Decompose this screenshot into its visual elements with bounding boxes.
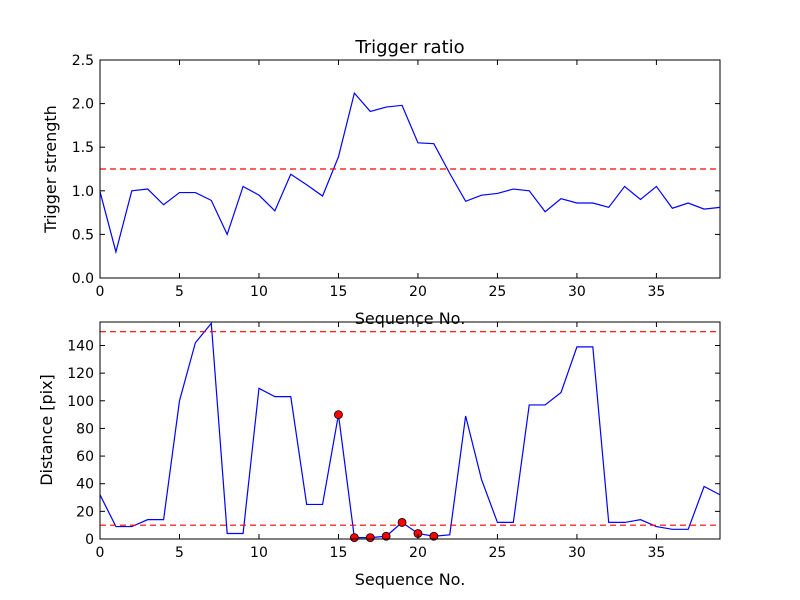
y-tick-label: 120 (67, 366, 94, 382)
y-axis-label: Trigger strength (41, 105, 60, 234)
x-tick-label: 25 (489, 545, 507, 561)
y-tick-label: 60 (76, 449, 94, 465)
distance-chart: 0 5 10 15 20 25 30 35 0 20 40 60 80 100 120 140 Sequen… (37, 321, 721, 589)
trigger-ratio-chart: Trigger ratio 0 5 10 15 20 25 30 35 0.0 0.5 1.0 1.… (41, 37, 721, 328)
x-tick-label: 15 (330, 284, 348, 300)
x-tick-label: 35 (647, 545, 665, 561)
x-tick-label: 5 (175, 545, 184, 561)
x-tick-label: 10 (250, 284, 268, 300)
data-point-marker (349, 533, 359, 543)
x-axis-ticks: 0 5 10 15 20 25 30 35 (96, 322, 665, 561)
y-tick-label: 100 (67, 394, 94, 410)
data-point-marker (429, 531, 439, 541)
x-axis-ticks: 0 5 10 15 20 25 30 35 (96, 60, 665, 300)
y-axis-ticks: 0.0 0.5 1.0 1.5 2.0 2.5 (72, 53, 720, 287)
x-tick-label: 30 (568, 284, 586, 300)
trigger-strength-series (100, 91, 720, 255)
data-point-marker (397, 518, 407, 527)
y-tick-label: 40 (76, 477, 94, 493)
y-tick-label: 1.0 (72, 184, 94, 200)
y-tick-label: 1.5 (72, 140, 94, 156)
data-point-marker (365, 533, 375, 543)
y-tick-label: 2.5 (72, 53, 94, 69)
x-tick-label: 10 (250, 545, 268, 561)
x-tick-label: 20 (409, 284, 427, 300)
chart-title: Trigger ratio (354, 37, 464, 58)
y-tick-label: 80 (76, 421, 94, 437)
y-tick-label: 2.0 (72, 97, 94, 113)
x-tick-label: 25 (489, 284, 507, 300)
data-point-marker (381, 531, 391, 541)
y-tick-label: 0 (85, 532, 94, 548)
x-tick-label: 0 (96, 284, 105, 300)
x-tick-label: 5 (175, 284, 184, 300)
plot-frame (99, 321, 721, 540)
y-axis-ticks: 0 20 40 60 80 100 120 140 (67, 338, 720, 548)
series-line (100, 322, 720, 539)
threshold-lines (100, 331, 720, 526)
x-tick-label: 0 (96, 545, 105, 561)
x-tick-label: 30 (568, 545, 586, 561)
highlighted-points (334, 410, 439, 543)
x-tick-label: 35 (647, 284, 665, 300)
y-tick-label: 0.0 (72, 271, 94, 287)
x-tick-label: 15 (330, 545, 348, 561)
data-point-marker (334, 410, 343, 420)
plot-frame (99, 59, 721, 279)
y-axis-label: Distance [pix] (37, 374, 56, 486)
y-tick-label: 0.5 (72, 227, 94, 243)
distance-series (100, 322, 720, 539)
series-line (100, 91, 720, 255)
x-axis-label: Sequence No. (355, 570, 466, 589)
y-tick-label: 20 (76, 504, 94, 520)
x-tick-label: 20 (409, 545, 427, 561)
x-axis-label: Sequence No. (355, 309, 466, 328)
y-tick-label: 140 (67, 338, 94, 354)
